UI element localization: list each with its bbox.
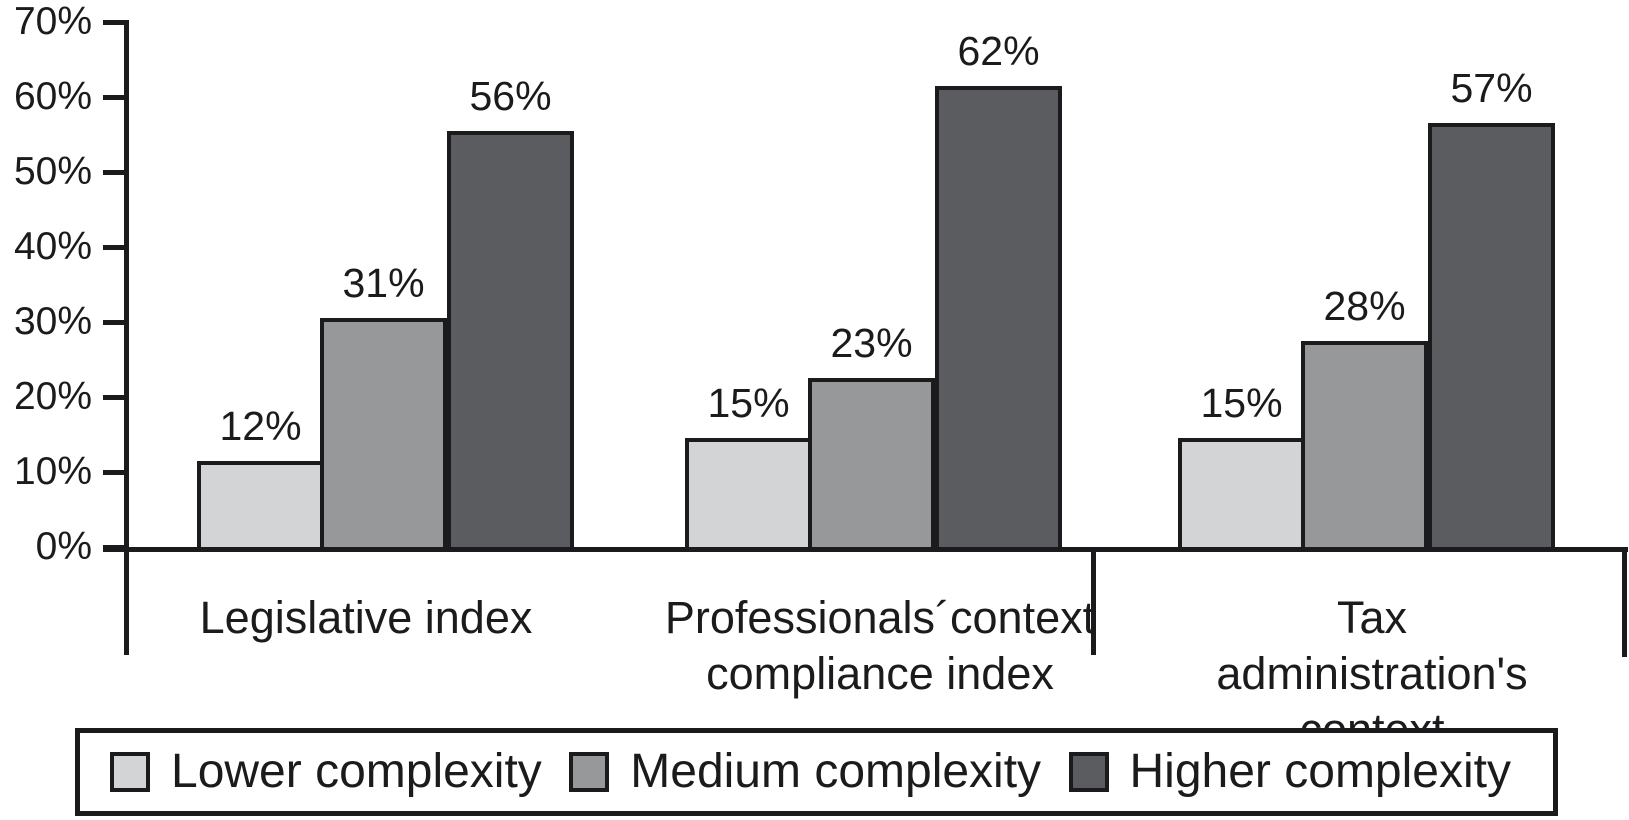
- y-axis-tick-label: 50%: [13, 149, 92, 193]
- y-axis-tick-label: 60%: [13, 74, 92, 118]
- bar-value-label: 28%: [1323, 283, 1406, 329]
- y-axis-tick-label: 70%: [13, 0, 92, 43]
- y-axis-tick: [103, 19, 129, 25]
- legend-item-medium-complexity: Medium complexity: [569, 746, 1041, 798]
- y-axis-line: [124, 20, 129, 655]
- bar-higher-complexity: [447, 131, 574, 551]
- bar-value-label: 23%: [830, 320, 913, 366]
- category-divider-line: [1091, 547, 1096, 655]
- bar-value-label: 15%: [1200, 380, 1283, 426]
- y-axis-tick-label: 40%: [13, 224, 92, 268]
- y-axis-tick: [103, 394, 129, 400]
- bar-lower-complexity: [1178, 438, 1305, 551]
- y-axis-tick-label: 20%: [13, 374, 92, 418]
- bar-value-label: 56%: [469, 73, 552, 119]
- legend-label-higher-complexity: Higher complexity: [1129, 745, 1511, 798]
- bar-medium-complexity: [320, 318, 447, 551]
- bar-medium-complexity: [1301, 341, 1428, 551]
- y-axis-tick: [103, 169, 129, 175]
- y-axis-tick-label: 30%: [13, 299, 92, 343]
- legend-label-medium-complexity: Medium complexity: [630, 745, 1042, 798]
- bar-value-label: 15%: [707, 380, 790, 426]
- category-label: Professionals´context compliance index: [664, 592, 1096, 699]
- y-axis-tick: [103, 94, 129, 100]
- bar-higher-complexity: [935, 86, 1062, 551]
- legend-item-lower-complexity: Lower complexity: [110, 746, 542, 798]
- legend-swatch-medium-complexity-icon: [569, 752, 610, 792]
- y-axis-tick: [103, 244, 129, 250]
- bar-lower-complexity: [685, 438, 812, 551]
- bar-value-label: 62%: [957, 28, 1040, 74]
- bar-lower-complexity: [197, 461, 324, 551]
- bar-value-label: 31%: [342, 260, 425, 306]
- y-axis-tick-label: 0%: [35, 524, 92, 568]
- bar-medium-complexity: [808, 378, 935, 551]
- y-axis-tick: [103, 469, 129, 475]
- category-label: Legislative index: [199, 592, 533, 643]
- legend-item-higher-complexity: Higher complexity: [1068, 745, 1511, 798]
- legend-label-lower-complexity: Lower complexity: [171, 745, 542, 798]
- category-divider-line: [1622, 547, 1627, 657]
- legend-swatch-higher-complexity-icon: [1068, 752, 1109, 792]
- y-axis-tick: [103, 319, 129, 325]
- chart-legend: Lower complexity Medium complexity Highe…: [75, 728, 1558, 816]
- bar-value-label: 57%: [1450, 65, 1533, 111]
- legend-swatch-lower-complexity-icon: [110, 752, 150, 792]
- y-axis-tick-label: 10%: [13, 449, 92, 493]
- bar-value-label: 12%: [219, 403, 302, 449]
- bar-higher-complexity: [1428, 123, 1555, 551]
